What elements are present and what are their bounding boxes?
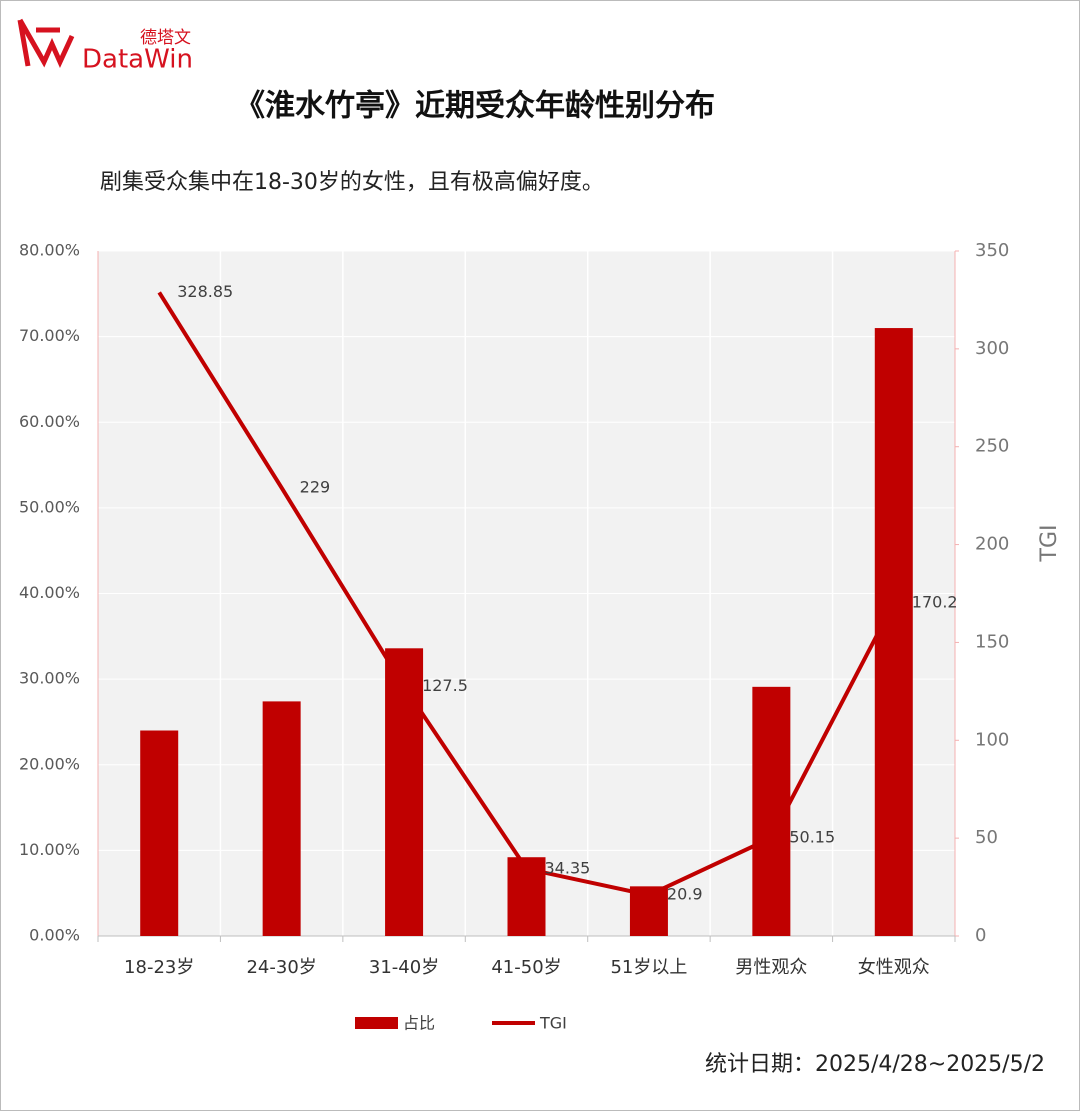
- legend-swatch: [355, 1017, 398, 1029]
- data-label: 127.5: [422, 676, 468, 695]
- bar: [874, 328, 913, 936]
- y2-tick-label: 200: [975, 534, 1009, 555]
- footnote: 统计日期：2025/4/28~2025/5/2: [705, 1052, 1045, 1077]
- line: [157, 291, 896, 898]
- y2-tick-label: 350: [975, 240, 1009, 261]
- y2-tick-label: 250: [975, 436, 1009, 457]
- y-tick-label: 10.00%: [19, 840, 80, 859]
- logo-icon: [17, 18, 75, 69]
- logo-en: DataWin: [82, 45, 193, 75]
- y2-tick-label: 300: [975, 338, 1009, 359]
- data-label: 20.9: [667, 885, 703, 904]
- chart-subtitle: 剧集受众集中在18-30岁的女性，且有极高偏好度。: [100, 170, 604, 195]
- y-tick-label: 40.00%: [19, 583, 80, 602]
- x-tick-label: 18-23岁: [124, 957, 194, 978]
- bar: [140, 730, 179, 936]
- chart-title: 《淮水竹亭》近期受众年龄性别分布: [235, 89, 715, 124]
- y-tick-label: 20.00%: [19, 754, 80, 773]
- x-tick-label: 24-30岁: [246, 957, 316, 978]
- y2-tick-label: 50: [975, 827, 998, 848]
- x-tick-label: 51岁以上: [610, 957, 687, 978]
- data-label: 328.85: [177, 282, 233, 301]
- legend-label: 占比: [403, 1014, 435, 1033]
- data-label: 170.2: [912, 592, 958, 611]
- y-tick-label: 60.00%: [19, 412, 80, 431]
- y2-tick-label: 0: [975, 925, 986, 946]
- x-tick-label: 41-50岁: [491, 957, 561, 978]
- y2-axis-label: TGI: [1037, 525, 1062, 563]
- data-label: 50.15: [789, 827, 835, 846]
- y-tick-label: 50.00%: [19, 497, 80, 516]
- x-tick-label: 女性观众: [858, 957, 930, 978]
- x-tick-label: 男性观众: [735, 957, 807, 978]
- bar: [262, 701, 301, 936]
- bar: [385, 648, 424, 936]
- logo-cn: 德塔文: [140, 28, 191, 48]
- y-tick-label: 70.00%: [19, 326, 80, 345]
- y-tick-label: 0.00%: [29, 926, 80, 945]
- data-label: 229: [300, 477, 331, 496]
- legend-label: TGI: [539, 1014, 567, 1033]
- y-tick-label: 80.00%: [19, 241, 80, 260]
- y2-tick-label: 100: [975, 729, 1009, 750]
- data-label: 34.35: [545, 858, 591, 877]
- y2-tick-label: 150: [975, 631, 1009, 652]
- x-tick-label: 31-40岁: [369, 957, 439, 978]
- y-tick-label: 30.00%: [19, 669, 80, 688]
